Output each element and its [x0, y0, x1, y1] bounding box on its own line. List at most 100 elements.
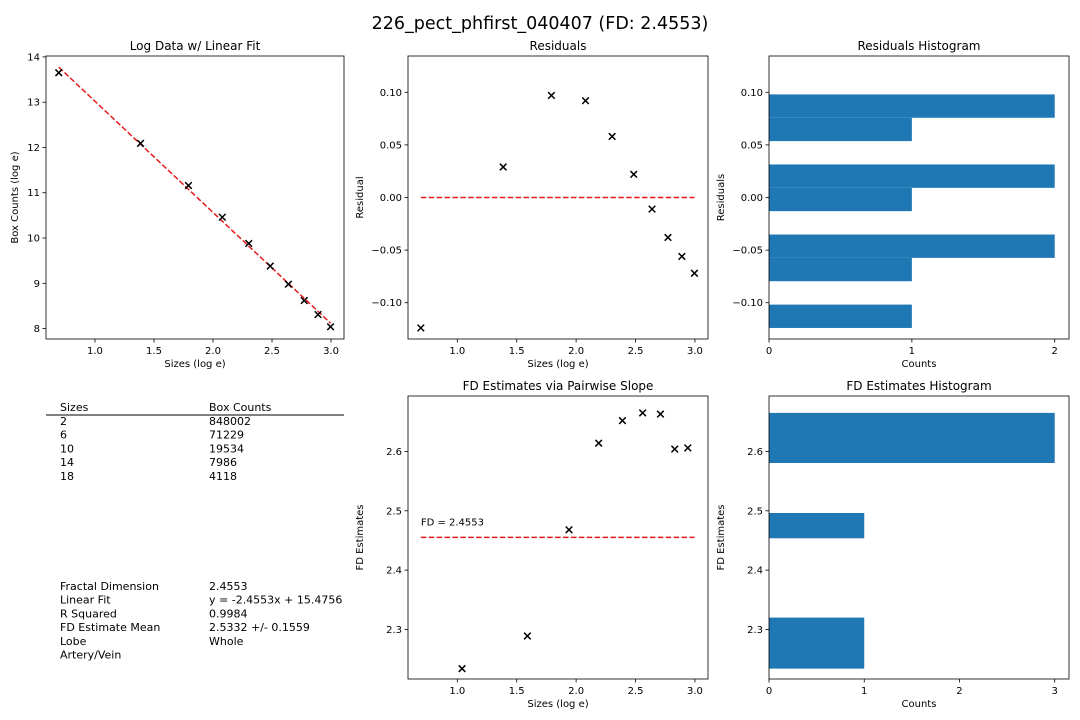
table-cell-box-count: 19534: [209, 442, 244, 455]
axes-frame: [45, 55, 345, 340]
stat-value: 2.4553: [209, 580, 248, 593]
stat-value: 0.9984: [209, 607, 248, 620]
y-tick-label: 2.3: [747, 625, 763, 636]
histogram-bar: [769, 617, 865, 669]
x-tick-label: 1.5: [509, 686, 525, 697]
stat-value: 2.5332 +/- 0.1559: [209, 621, 310, 634]
y-tick-label: 10: [27, 234, 40, 245]
x-tick-label: 3.0: [687, 686, 703, 697]
data-point: [629, 170, 638, 179]
data-point: [499, 163, 507, 171]
x-axis-label: Counts: [902, 359, 937, 370]
table-cell-size: 10: [60, 442, 74, 455]
y-tick-label: 9: [34, 279, 40, 290]
axes-frame: [768, 395, 1070, 680]
histogram-bar: [769, 94, 1055, 118]
table-header-box-counts: Box Counts: [209, 401, 272, 414]
x-tick-label: 1.0: [449, 346, 465, 357]
data-point: [656, 410, 665, 418]
y-tick-label: 11: [27, 188, 40, 199]
y-axis-label: Box Counts (log e): [10, 151, 21, 243]
chart-fd_hist: FD Estimates Histogram 0 1 2 3 2.3 2.4 2.5 2.6 Co…: [716, 379, 1070, 710]
y-axis-label: Residuals: [716, 174, 727, 221]
x-tick-label: 2: [1052, 346, 1058, 357]
x-axis-label: Sizes (log e): [164, 359, 225, 370]
x-tick-label: 3.0: [687, 346, 703, 357]
data-point: [683, 444, 692, 452]
x-tick-label: 2.5: [628, 346, 644, 357]
x-tick-label: 2.0: [205, 346, 221, 357]
data-point: [458, 664, 466, 673]
figure-suptitle: 226_pect_phfirst_040407 (FD: 2.4553): [372, 14, 709, 34]
x-tick-label: 3: [1052, 686, 1058, 697]
histogram-bar: [769, 304, 912, 328]
stat-value: Whole: [209, 635, 244, 648]
y-tick-label: 14: [27, 52, 40, 63]
data-point: [326, 322, 335, 331]
data-table: Sizes Box Counts 2 848002 6 71229 10 19534 14 7…: [46, 401, 344, 662]
x-axis-label: Sizes (log e): [527, 699, 588, 710]
axes-frame: [407, 395, 709, 680]
y-axis-label: Residual: [355, 176, 366, 218]
table-cell-size: 6: [60, 429, 67, 442]
y-tick-label: 0.10: [380, 88, 402, 99]
x-tick-label: 1: [861, 686, 867, 697]
y-tick-label: 2.6: [386, 447, 402, 458]
chart-fd_pairwise: FD Estimates via Pairwise Slope FD = 2.45…: [355, 379, 709, 710]
stat-label: R Squared: [60, 607, 117, 620]
y-tick-label: −0.10: [732, 298, 763, 309]
y-tick-label: 12: [27, 143, 40, 154]
chart-title: Residuals Histogram: [858, 39, 981, 53]
y-tick-label: −0.10: [371, 298, 402, 309]
x-tick-label: 2.5: [264, 346, 280, 357]
data-point: [184, 181, 193, 190]
data-point: [594, 439, 603, 447]
chart-title: Residuals: [530, 39, 587, 53]
stat-label: Fractal Dimension: [60, 580, 159, 593]
data-point: [664, 233, 672, 242]
table-cell-size: 14: [60, 456, 74, 469]
y-tick-label: 2.5: [386, 506, 402, 517]
y-tick-label: 2.4: [747, 566, 763, 577]
x-tick-label: 2.0: [568, 686, 584, 697]
table-cell-size: 2: [60, 415, 67, 428]
data-point: [581, 96, 590, 105]
y-tick-label: 2.6: [747, 447, 763, 458]
data-point: [314, 310, 322, 319]
data-point: [565, 525, 573, 534]
y-tick-label: 8: [34, 324, 40, 335]
y-tick-label: 13: [27, 98, 40, 109]
x-tick-label: 2.5: [628, 686, 644, 697]
y-tick-label: −0.05: [371, 246, 402, 257]
stat-value: y = -2.4553x + 15.4756: [209, 594, 342, 607]
x-tick-label: 1.0: [449, 686, 465, 697]
x-tick-label: 0: [766, 346, 772, 357]
table-cell-box-count: 848002: [209, 415, 251, 428]
data-point: [678, 252, 686, 261]
chart-resid_hist: Residuals Histogram 0 1 2 −0.10 −0.05 0.00 0.05…: [716, 39, 1070, 370]
y-tick-label: 0.00: [741, 193, 763, 204]
stat-label: FD Estimate Mean: [60, 621, 160, 634]
data-point: [300, 296, 309, 305]
table-cell-box-count: 4118: [209, 470, 237, 483]
chart-title: FD Estimates via Pairwise Slope: [463, 379, 654, 393]
y-tick-label: 0.05: [741, 140, 763, 151]
table-cell-box-count: 71229: [209, 429, 244, 442]
data-point: [523, 632, 532, 640]
data-point: [284, 280, 293, 289]
chart-title: Log Data w/ Linear Fit: [130, 39, 261, 53]
data-point: [618, 416, 627, 425]
data-point: [266, 262, 275, 270]
data-point: [417, 324, 425, 332]
chart-residuals: Residuals 1.0 1.5 2.0 2.5 3.0 −0.10 −0.05 0.00 0.…: [355, 39, 709, 370]
y-tick-label: 2.3: [386, 625, 402, 636]
y-tick-label: 0.10: [741, 88, 763, 99]
stat-label: Artery/Vein: [60, 649, 121, 662]
histogram-bar: [769, 512, 865, 539]
histogram-bar: [769, 257, 912, 282]
histogram-bar: [769, 187, 912, 212]
data-point: [136, 139, 145, 148]
data-point: [244, 239, 253, 248]
chart-title: FD Estimates Histogram: [846, 379, 991, 393]
